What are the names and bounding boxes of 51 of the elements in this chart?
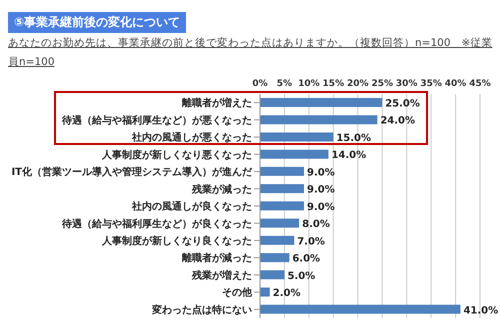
data-label: 9.0%	[307, 202, 335, 213]
x-tick-label: 45%	[469, 79, 491, 89]
y-tick-label: その他	[222, 286, 253, 299]
bar	[260, 236, 294, 245]
bar	[260, 115, 378, 124]
bar	[260, 184, 304, 194]
y-tick-label: 社内の風通しが悪くなった	[131, 132, 252, 144]
x-tick-label: 15%	[322, 79, 344, 89]
x-tick-label: 30%	[396, 79, 418, 89]
x-tick-label: 20%	[347, 79, 369, 89]
data-label: 7.0%	[297, 236, 325, 248]
data-label: 8.0%	[302, 219, 330, 230]
bar	[260, 132, 334, 142]
y-tick-label: 待遇（給与や福利厚生など）が良くなった	[61, 218, 252, 230]
y-tick-label: 残業が減った	[191, 183, 252, 196]
y-tick-label: 変わった点は特にない	[151, 304, 252, 316]
x-tick-label: 40%	[444, 79, 466, 89]
bar	[260, 253, 290, 262]
data-label: 9.0%	[307, 184, 335, 196]
data-label: 14.0%	[331, 150, 366, 162]
y-tick-label: 離職者が増えた	[181, 97, 252, 110]
data-label: 2.0%	[272, 288, 301, 300]
y-tick-label: 残業が増えた	[191, 269, 252, 282]
data-label: 6.0%	[292, 254, 320, 265]
y-tick-label: 離職者が減った	[181, 252, 252, 264]
data-label: 24.0%	[380, 116, 416, 127]
bar	[260, 166, 304, 176]
bar	[260, 288, 270, 297]
x-tick-label: 35%	[420, 79, 442, 89]
data-label: 25.0%	[385, 98, 420, 110]
y-tick-label: IT化（営業ツール導入や管理システム導入）が進んだ	[11, 166, 253, 178]
bar	[260, 270, 284, 280]
y-tick-label: 待遇（給与や福利厚生など）が悪くなった	[61, 114, 252, 126]
x-tick-label: 25%	[371, 79, 393, 89]
bar	[260, 218, 300, 228]
bar	[260, 304, 460, 314]
x-tick-label: 10%	[298, 79, 320, 89]
data-label: 41.0%	[463, 305, 498, 316]
text: ⑤事業承継前後の変化について	[8, 12, 186, 33]
data-label: 9.0%	[307, 167, 335, 178]
data-label: 15.0%	[336, 132, 372, 144]
x-tick-label: 0%	[252, 79, 268, 89]
y-tick-label: 人事制度が新しくなり悪くなった	[101, 148, 252, 161]
bar	[260, 201, 304, 210]
chart-subtitle: あなたのお勤め先は、事業承継の前と後で変わった点はありますか。（複数回答）n=100 ※従業員n=100	[8, 36, 494, 70]
y-tick-label: 人事制度が新しくなり良くなった	[101, 235, 252, 248]
data-label: 5.0%	[287, 270, 316, 282]
y-tick-label: 社内の風通しが良くなった	[131, 200, 252, 213]
x-tick-label: 5%	[276, 79, 292, 89]
bar	[260, 98, 382, 107]
bar	[260, 150, 328, 159]
